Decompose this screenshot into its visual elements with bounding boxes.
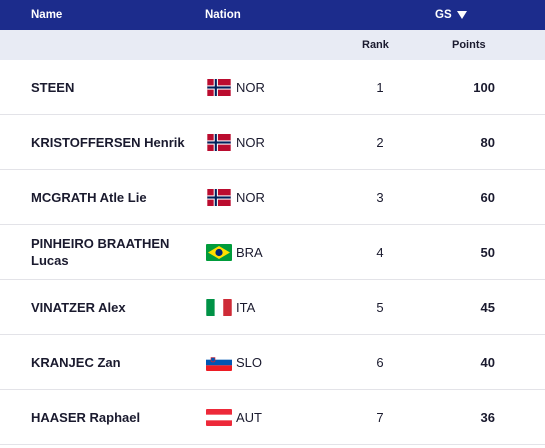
nation-code: SLO — [236, 354, 263, 370]
athlete-name[interactable]: STEEN — [31, 79, 75, 95]
nation-code: ITA — [236, 299, 256, 315]
nation-cell: NOR — [206, 170, 265, 224]
slovenia-flag-icon — [206, 353, 232, 371]
italy-flag-icon — [206, 298, 232, 316]
nation-cell: NOR — [206, 60, 265, 114]
rank-value: 2 — [376, 134, 384, 150]
points-value: 36 — [480, 409, 495, 425]
rank-value: 7 — [376, 409, 384, 425]
points-value: 50 — [480, 244, 495, 260]
name-column-header[interactable]: Name — [31, 9, 63, 21]
points-value: 80 — [480, 134, 495, 150]
nation-code: NOR — [236, 134, 265, 150]
rank-value: 5 — [376, 299, 384, 315]
austria-flag-icon — [206, 408, 232, 426]
nation-cell: BRA — [206, 225, 263, 279]
athlete-name[interactable]: VINATZER Alex — [31, 299, 126, 315]
nation-cell: AUT — [206, 390, 262, 444]
points-value: 45 — [480, 299, 495, 315]
athlete-name[interactable]: PINHEIRO BRAATHEN Lucas — [31, 236, 170, 268]
nation-cell: NOR — [206, 115, 265, 169]
table-row[interactable]: HAASER Raphael AUT 7 36 — [0, 390, 545, 445]
table-header: Name Nation GS — [0, 0, 545, 30]
nation-cell: SLO — [206, 335, 262, 389]
nation-code: AUT — [236, 409, 262, 425]
table-row[interactable]: VINATZER Alex ITA 5 45 — [0, 280, 545, 335]
table-row[interactable]: KRANJEC Zan SLO 6 40 — [0, 335, 545, 390]
norway-flag-icon — [206, 78, 232, 96]
athlete-name[interactable]: KRISTOFFERSEN Henrik — [31, 134, 185, 150]
athlete-name[interactable]: HAASER Raphael — [31, 409, 141, 425]
table-row[interactable]: PINHEIRO BRAATHEN Lucas BRA 4 50 — [0, 225, 545, 280]
table-subheader: Rank Points — [0, 30, 545, 60]
discipline-dropdown[interactable]: GS — [435, 9, 467, 21]
nation-column-header[interactable]: Nation — [205, 9, 241, 21]
nation-code: NOR — [236, 79, 265, 95]
points-value: 40 — [480, 354, 495, 370]
norway-flag-icon — [206, 133, 232, 151]
rank-value: 3 — [376, 189, 384, 205]
rank-value: 4 — [376, 244, 384, 260]
athlete-name[interactable]: KRANJEC Zan — [31, 354, 121, 370]
rank-column-header[interactable]: Rank — [362, 39, 389, 51]
points-column-header[interactable]: Points — [452, 39, 486, 51]
brazil-flag-icon — [206, 243, 232, 261]
points-value: 60 — [480, 189, 495, 205]
norway-flag-icon — [206, 188, 232, 206]
rank-value: 1 — [376, 79, 384, 95]
nation-code: BRA — [236, 244, 263, 260]
table-row[interactable]: KRISTOFFERSEN Henrik NOR 2 80 — [0, 115, 545, 170]
rank-value: 6 — [376, 354, 384, 370]
triangle-down-icon — [456, 11, 467, 19]
nation-cell: ITA — [206, 280, 255, 334]
table-row[interactable]: STEEN NOR 1 100 — [0, 60, 545, 115]
table-body: STEEN NOR 1 100 KRISTOFFERSEN Henrik NOR… — [0, 60, 545, 445]
athlete-name[interactable]: MCGRATH Atle Lie — [31, 189, 147, 205]
points-value: 100 — [473, 79, 495, 95]
table-row[interactable]: MCGRATH Atle Lie NOR 3 60 — [0, 170, 545, 225]
discipline-label: GS — [435, 9, 452, 21]
nation-code: NOR — [236, 189, 265, 205]
